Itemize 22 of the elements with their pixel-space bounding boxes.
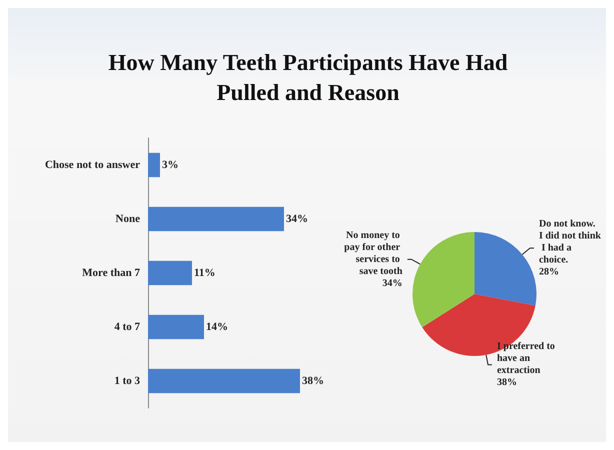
slice-label: Do not know. I did not think I had a choice. [538,218,602,266]
y-tick-label: None [116,213,140,225]
y-tick-label: 1 to 3 [114,375,140,387]
y-tick-label: More than 7 [82,267,140,279]
y-tick-label: Chose not to answer [44,159,140,171]
bar [148,206,284,232]
data-label: 11% [194,267,216,279]
data-label: 38% [302,375,324,387]
data-label: 34% [286,213,308,225]
slice-label: I preferred to have an extraction [496,341,558,376]
data-label: 28% [538,266,559,278]
data-label: 38% [496,377,517,388]
data-label: 14% [206,321,228,333]
bar [148,260,192,286]
bar [148,152,160,178]
bar [148,314,204,340]
slice-label: No money to pay for other services to save tooth [344,230,403,277]
bar [148,368,300,394]
chart-title: How Many Teeth Participants Have Had Pulled and Reason [107,49,509,107]
data-label: 34% [382,278,402,289]
data-label: 3% [162,159,178,171]
y-tick-label: 4 to 7 [114,321,140,333]
